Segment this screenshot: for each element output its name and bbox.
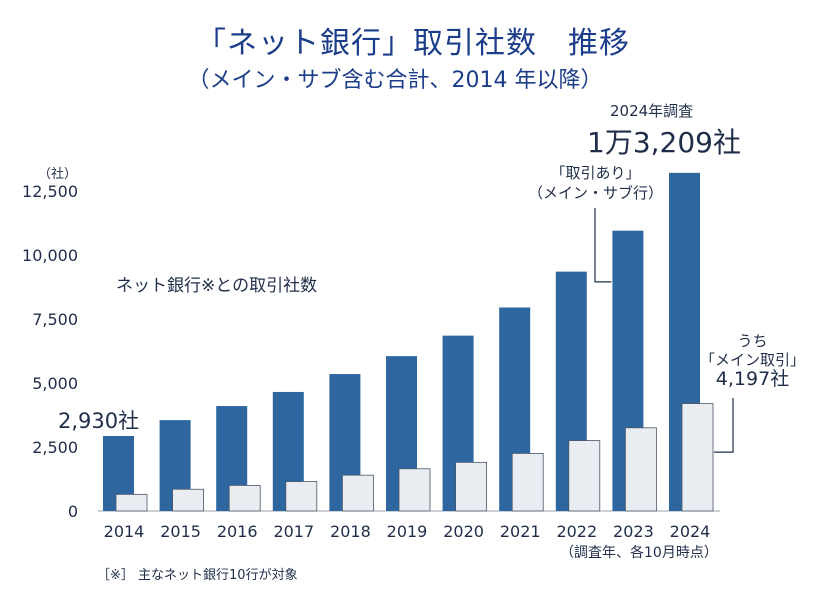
x-tick-label: 2016 [217,522,258,541]
x-tick-label: 2019 [387,522,428,541]
annotation-main-connector [714,398,734,453]
y-tick-label: 10,000 [22,246,78,265]
bar-main [172,488,205,512]
bar-main [511,452,544,512]
y-tick-label: 0 [68,502,78,521]
y-tick-label: 5,000 [32,374,78,393]
bar-main [568,440,601,512]
x-tick-label: 2022 [556,522,597,541]
annotation-all-transactions: 「取引あり」 （メイン・サブ行） [528,163,663,203]
bar-main [398,468,431,512]
y-axis-unit: （社） [38,167,78,182]
annotation-all-line-2: （メイン・サブ行） [528,184,664,202]
bar-main [228,484,261,512]
x-tick-label: 2017 [273,522,314,541]
bar-main [625,427,657,512]
annotation-all-connector [594,208,612,283]
x-tick-label: 2014 [104,522,145,541]
x-tick-label: 2023 [613,522,654,541]
survey-total-label: 1万3,209社 [587,126,741,159]
y-tick-label: 2,500 [32,438,78,457]
annotation-all-line-1: 「取引あり」 [550,164,641,182]
annotation-main-value: 4,197社 [715,368,790,390]
bar-main [285,481,318,512]
chart-subtitle: （メイン・サブ含む合計、2014 年以降） [187,68,603,93]
x-axis-note: （調査年、各10月時点） [560,545,718,561]
annotation-main-line-1: うち [737,332,768,350]
bar-main [115,493,148,512]
y-tick-label: 7,500 [32,310,78,329]
bar-main [341,474,374,512]
footnote: ［※］ 主なネット銀行10行が対象 [97,568,298,583]
x-tick-label: 2018 [330,522,371,541]
x-tick-label: 2024 [670,522,711,541]
annotation-main-line-2: 「メイン取引」 [700,351,806,369]
chart-title: 「ネット銀行」取引社数 推移 [196,26,630,61]
x-tick-label: 2020 [443,522,484,541]
series-label: ネット銀行※との取引社数 [116,276,318,296]
x-tick-label: 2021 [500,522,541,541]
bar-main [681,403,714,512]
bar-main [455,461,488,512]
first-bar-value-label: 2,930社 [58,409,140,433]
x-tick-label: 2015 [160,522,201,541]
y-tick-label: 12,500 [22,182,78,201]
survey-year-label: 2024年調査 [610,102,694,120]
annotation-main-transactions: うち 「メイン取引」 4,197社 [700,332,805,389]
